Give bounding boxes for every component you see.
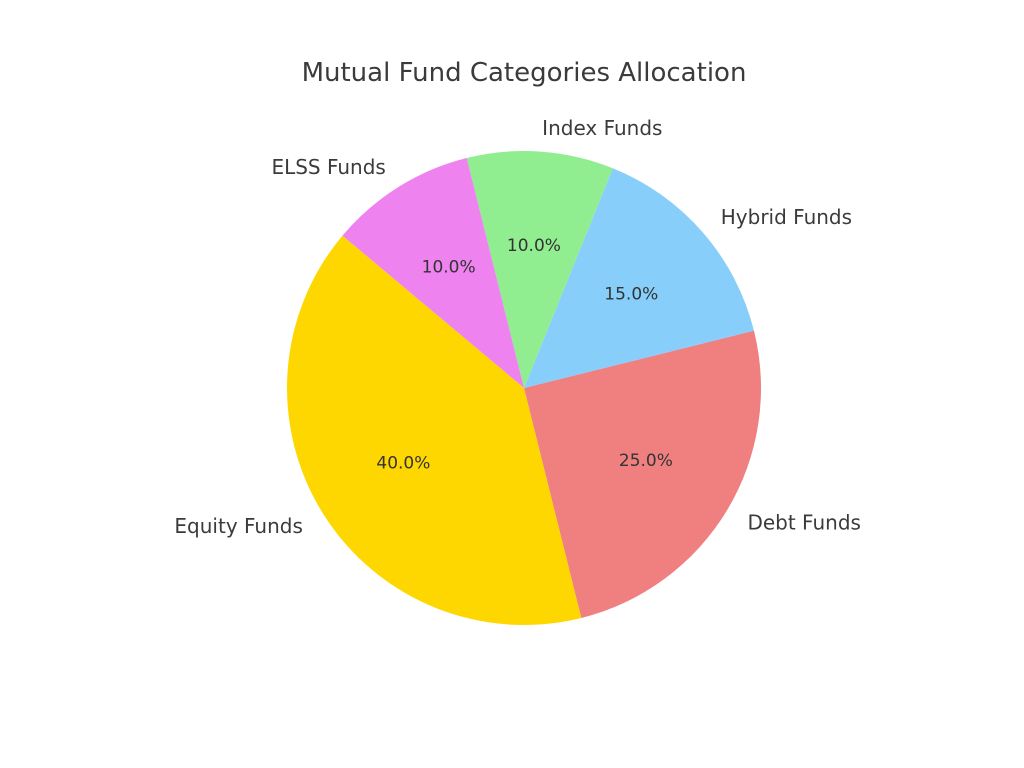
percent-label-elss-funds: 10.0% bbox=[422, 257, 476, 277]
pie-slice-index-funds bbox=[466, 151, 613, 388]
slice-label-debt-funds: Debt Funds bbox=[747, 510, 860, 534]
slice-label-hybrid-funds: Hybrid Funds bbox=[721, 205, 852, 229]
percent-label-index-funds: 10.0% bbox=[507, 236, 561, 256]
pie-slice-hybrid-funds bbox=[524, 168, 754, 388]
percent-label-hybrid-funds: 15.0% bbox=[604, 285, 658, 305]
slice-label-elss-funds: ELSS Funds bbox=[271, 155, 385, 179]
pie-slice-elss-funds bbox=[342, 158, 524, 388]
category-labels: Equity Funds Debt Funds Hybrid Funds Index … bbox=[174, 116, 861, 538]
pie-slice-equity-funds bbox=[287, 235, 582, 625]
pie-slices bbox=[287, 151, 761, 625]
percent-label-debt-funds: 25.0% bbox=[619, 451, 673, 471]
pie-slice-debt-funds bbox=[524, 330, 761, 618]
slice-label-index-funds: Index Funds bbox=[542, 116, 662, 140]
percent-labels: 40.0% 25.0% 15.0% 10.0% 10.0% bbox=[376, 236, 672, 473]
chart-title: Mutual Fund Categories Allocation bbox=[302, 58, 747, 88]
slice-label-equity-funds: Equity Funds bbox=[174, 514, 302, 538]
percent-label-equity-funds: 40.0% bbox=[376, 453, 430, 473]
